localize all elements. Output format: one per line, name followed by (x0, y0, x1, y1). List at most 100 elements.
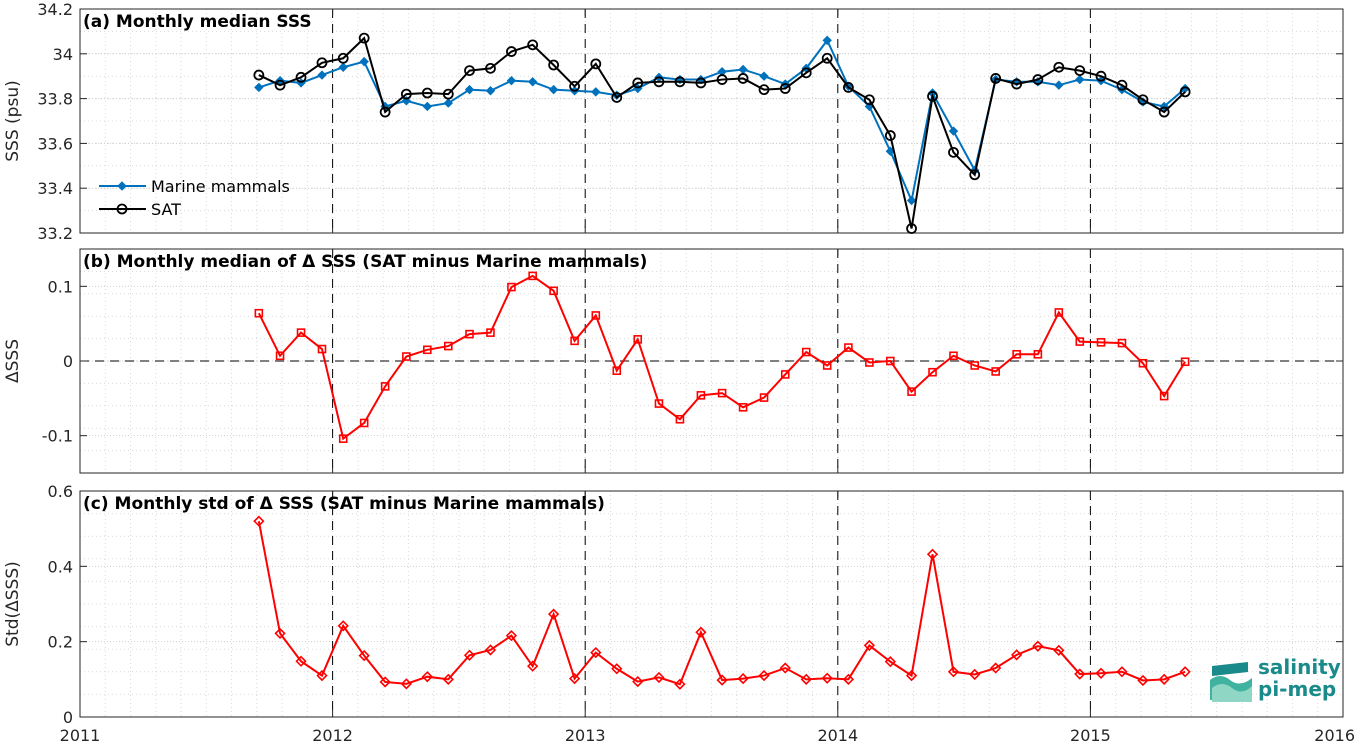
data-point (801, 347, 811, 357)
data-point (590, 646, 602, 659)
data-point (380, 382, 390, 391)
data-point (738, 402, 748, 412)
data-point (590, 58, 602, 70)
data-point (907, 387, 916, 396)
data-point (379, 106, 391, 118)
data-point (296, 328, 306, 337)
data-point (295, 71, 307, 83)
data-point (1179, 86, 1191, 98)
data-point (421, 671, 433, 683)
data-point (1074, 668, 1086, 680)
data-point (338, 62, 348, 72)
data-point (1159, 391, 1169, 401)
data-point (1158, 673, 1170, 685)
data-point (274, 79, 286, 91)
x-tick-label: 2014 (817, 726, 858, 745)
data-point (442, 673, 454, 685)
data-point (1138, 358, 1148, 368)
y-tick-label: 33.8 (37, 90, 73, 109)
y-tick-label: 33.4 (37, 179, 73, 198)
y-tick-label: 33.2 (37, 224, 73, 243)
data-point (1011, 78, 1023, 90)
data-point (337, 52, 349, 64)
data-point (1012, 349, 1021, 359)
data-point (695, 77, 707, 89)
x-tick-label: 2011 (60, 726, 101, 745)
data-point (1054, 80, 1064, 90)
data-point (506, 75, 517, 86)
data-point (696, 391, 706, 400)
data-point (674, 76, 686, 88)
data-point (948, 126, 959, 136)
data-point (970, 361, 980, 370)
data-point (570, 336, 579, 346)
data-point (485, 86, 496, 96)
data-point (527, 39, 539, 51)
data-point (379, 676, 391, 688)
data-point (716, 674, 728, 686)
data-point (758, 669, 770, 682)
data-point (653, 76, 665, 88)
data-point (675, 414, 685, 424)
data-point (822, 35, 832, 46)
data-point (612, 366, 622, 376)
salinity-pi-mep-logo: salinity pi-mep (1208, 656, 1358, 706)
data-point (1033, 349, 1043, 359)
data-point (632, 77, 644, 89)
plot-border (79, 490, 1344, 718)
data-point (484, 644, 497, 656)
data-point (717, 388, 727, 398)
data-point (421, 87, 433, 99)
data-point (1011, 649, 1023, 661)
panel-title: (c) Monthly std of Δ SSS (SAT minus Mari… (83, 494, 605, 514)
data-point (1053, 61, 1065, 73)
data-point (254, 82, 264, 93)
x-tick-label: 2016 (1314, 726, 1355, 745)
y-axis-label: SSS (psu) (3, 80, 23, 161)
data-point (611, 663, 623, 675)
data-point (316, 57, 328, 69)
data-point (843, 82, 854, 93)
data-point (1137, 674, 1149, 687)
data-point (821, 52, 833, 64)
data-point (548, 84, 559, 95)
data-point (1116, 79, 1128, 91)
y-tick-label: 0 (63, 708, 73, 727)
data-point (358, 32, 370, 44)
logo-text-pimep: pi-mep (1258, 677, 1337, 701)
data-point (949, 351, 958, 361)
legend-label: Marine mammals (151, 177, 290, 196)
data-point (844, 343, 853, 352)
data-point (1095, 70, 1107, 82)
data-point (822, 361, 832, 370)
data-point (464, 65, 475, 76)
data-point (991, 367, 1000, 376)
data-point (886, 356, 895, 366)
series-line (258, 36, 1186, 229)
data-point (400, 678, 412, 690)
data-point (633, 335, 643, 344)
data-point (253, 515, 265, 527)
x-tick-label: 2012 (312, 726, 353, 745)
data-point (632, 675, 644, 688)
data-point (884, 130, 896, 141)
data-point (1075, 74, 1085, 85)
data-point (422, 101, 433, 112)
data-point (337, 620, 349, 632)
x-tick-label: 2013 (565, 726, 606, 745)
data-point (548, 59, 560, 71)
data-point (317, 344, 327, 354)
data-point (1179, 666, 1191, 678)
data-point (359, 56, 369, 67)
data-point (358, 649, 370, 662)
wave-logo-icon (1210, 662, 1252, 702)
panel-c: 0 0.2 0.4 0.6 Std(ΔSSS) (c) Monthly std of Δ … (3, 482, 1344, 727)
data-point (927, 90, 938, 102)
series-line (257, 520, 1186, 686)
y-tick-label: 0.6 (48, 482, 73, 501)
data-point (779, 662, 791, 674)
data-point (338, 434, 348, 443)
data-point (800, 67, 812, 79)
x-axis: 2011 2012 2013 2014 2015 2016 (60, 726, 1355, 745)
data-point (926, 548, 939, 560)
